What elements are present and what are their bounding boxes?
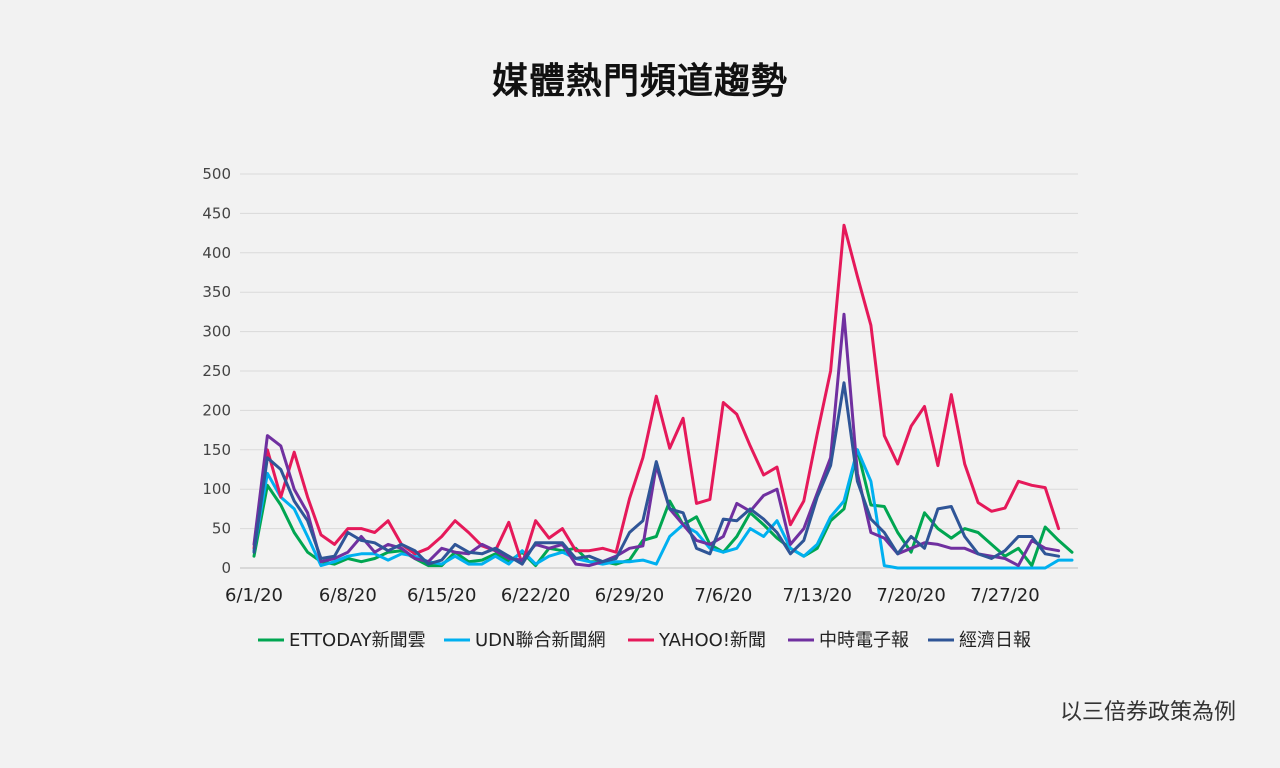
footnote: 以三倍券政策為例 [1059, 700, 1236, 725]
legend-label: ETTODAY新聞雲 [289, 630, 426, 651]
legend-item: YAHOO!新聞 [628, 630, 766, 651]
x-tick-label: 7/6/20 [694, 585, 752, 606]
x-tick-label: 7/27/20 [970, 585, 1039, 606]
legend-label: YAHOO!新聞 [658, 630, 766, 651]
series-layer [252, 223, 1074, 570]
legend-label: 中時電子報 [819, 630, 909, 651]
legend-item: 中時電子報 [788, 630, 909, 651]
series-line-2 [252, 448, 1074, 570]
y-axis-ticks: 0 50 100 150 200 250 300 350 400 450 500 [202, 165, 231, 577]
y-tick-label: 200 [202, 401, 231, 419]
legend-item: UDN聯合新聞網 [444, 630, 606, 651]
y-tick-label: 350 [202, 283, 231, 301]
legend-item: 經濟日報 [928, 630, 1031, 651]
legend-label: 經濟日報 [959, 630, 1031, 651]
y-tick-label: 500 [202, 165, 231, 183]
legend-label: UDN聯合新聞網 [475, 630, 606, 651]
x-tick-label: 6/29/20 [595, 585, 664, 606]
legend-item: ETTODAY新聞雲 [258, 630, 426, 651]
x-tick-label: 6/15/20 [407, 585, 476, 606]
series-line-3 [252, 223, 1061, 566]
y-tick-label: 100 [202, 480, 231, 498]
y-tick-label: 400 [202, 244, 231, 262]
y-tick-label: 250 [202, 362, 231, 380]
x-tick-label: 7/20/20 [876, 585, 945, 606]
y-tick-label: 50 [212, 520, 231, 538]
y-tick-label: 0 [221, 559, 231, 577]
x-tick-label: 6/1/20 [225, 585, 283, 606]
series-line-5 [252, 381, 1061, 566]
x-axis-ticks: 6/1/20 6/8/20 6/15/20 6/22/20 6/29/20 7/6/20 7… [225, 585, 1040, 606]
y-tick-label: 450 [202, 204, 231, 222]
chart-title: 媒體熱門頻道趨勢 [491, 61, 788, 102]
x-tick-label: 7/13/20 [783, 585, 852, 606]
y-tick-label: 150 [202, 441, 231, 459]
y-tick-label: 300 [202, 323, 231, 341]
x-tick-label: 6/22/20 [501, 585, 570, 606]
x-tick-label: 6/8/20 [319, 585, 377, 606]
legend: ETTODAY新聞雲 UDN聯合新聞網 YAHOO!新聞 中時電子報 經濟日報 [258, 630, 1031, 651]
series-line-1 [252, 448, 1074, 568]
